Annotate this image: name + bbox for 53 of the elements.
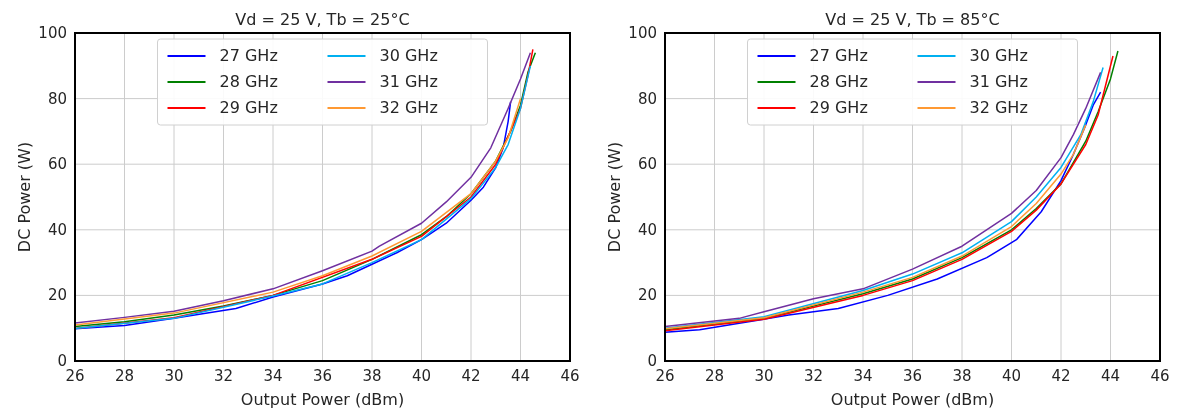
chart-title: Vd = 25 V, Tb = 85°C	[825, 10, 1000, 29]
x-tick-label: 26	[65, 367, 85, 385]
x-tick-label: 34	[853, 367, 873, 385]
x-tick-label: 30	[164, 367, 184, 385]
legend-label: 28 GHz	[809, 72, 868, 91]
x-tick-label: 36	[902, 367, 923, 385]
x-tick-label: 46	[560, 367, 580, 385]
x-tick-label: 42	[461, 367, 481, 385]
x-tick-label: 46	[1150, 367, 1170, 385]
y-tick-label: 100	[628, 24, 657, 42]
x-tick-label: 44	[510, 367, 531, 385]
legend-label: 32 GHz	[969, 98, 1028, 117]
x-tick-label: 28	[704, 367, 725, 385]
legend-label: 27 GHz	[219, 46, 278, 65]
x-tick-label: 40	[1001, 367, 1022, 385]
y-axis-title: DC Power (W)	[605, 141, 624, 253]
y-tick-label: 40	[47, 220, 67, 239]
x-tick-label: 38	[952, 367, 972, 385]
x-tick-label: 30	[754, 367, 774, 385]
legend-label: 28 GHz	[219, 72, 278, 91]
line-series	[665, 124, 1087, 330]
x-tick-label: 34	[263, 367, 283, 385]
legend-label: 31 GHz	[969, 72, 1028, 91]
chart-title: Vd = 25 V, Tb = 25°C	[235, 10, 410, 29]
y-tick-label: 20	[47, 286, 67, 305]
x-tick-label: 38	[362, 367, 382, 385]
y-tick-label: 40	[637, 220, 657, 239]
y-tick-label: 60	[47, 155, 67, 174]
legend-label: 30 GHz	[379, 46, 438, 65]
legend-label: 29 GHz	[219, 98, 278, 117]
y-tick-label: 80	[47, 89, 67, 108]
x-tick-label: 32	[803, 367, 824, 385]
y-tick-label: 0	[647, 352, 657, 370]
y-axis-title: DC Power (W)	[15, 141, 34, 253]
x-tick-label: 40	[411, 367, 432, 385]
legend-label: 29 GHz	[809, 98, 868, 117]
y-tick-label: 80	[637, 89, 657, 108]
legend-label: 27 GHz	[809, 46, 868, 65]
y-tick-label: 60	[637, 155, 657, 174]
legend-label: 32 GHz	[379, 98, 438, 117]
y-tick-label: 0	[57, 352, 67, 370]
x-tick-label: 42	[1051, 367, 1071, 385]
y-tick-label: 20	[637, 286, 657, 305]
legend-label: 31 GHz	[379, 72, 438, 91]
x-axis-title: Output Power (dBm)	[830, 390, 995, 409]
x-tick-label: 28	[114, 367, 135, 385]
y-tick-label: 100	[38, 24, 67, 42]
x-tick-label: 26	[655, 367, 675, 385]
x-tick-label: 32	[213, 367, 234, 385]
x-tick-label: 36	[312, 367, 333, 385]
legend-label: 30 GHz	[969, 46, 1028, 65]
x-axis-title: Output Power (dBm)	[240, 390, 405, 409]
x-tick-label: 44	[1100, 367, 1121, 385]
